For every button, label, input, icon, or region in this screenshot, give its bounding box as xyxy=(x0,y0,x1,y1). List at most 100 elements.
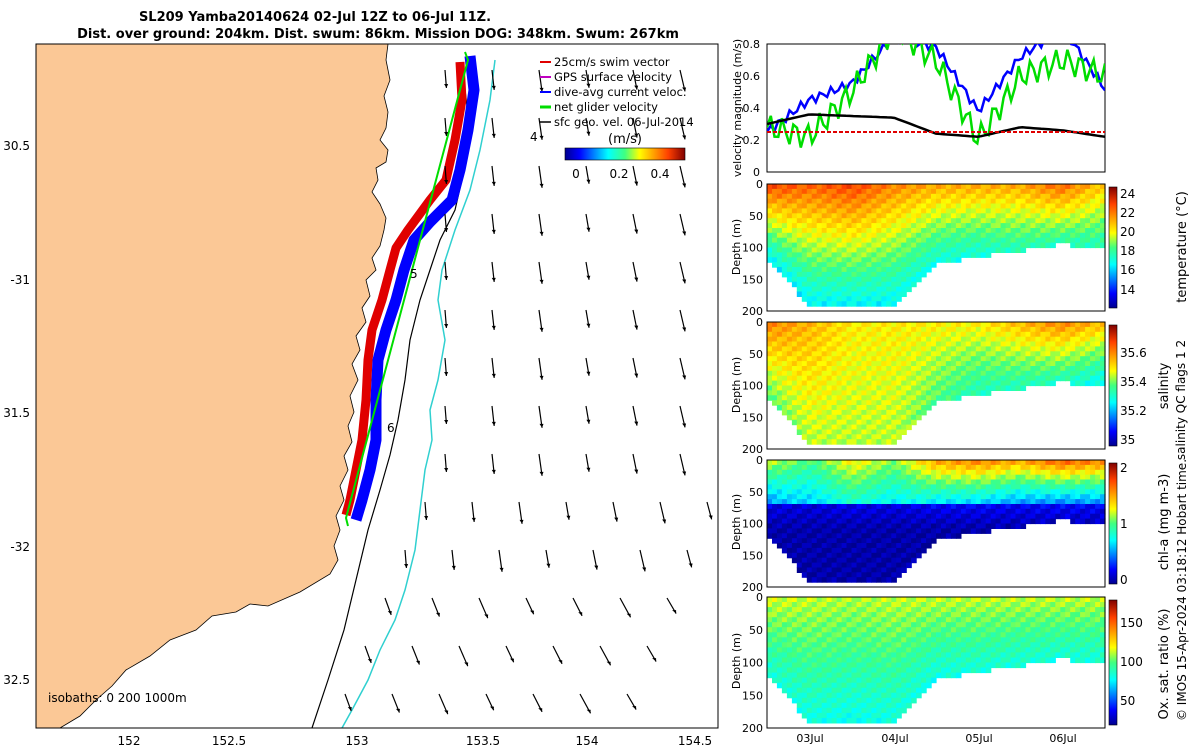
chl-a-cell xyxy=(970,518,977,525)
salinity-cell xyxy=(886,419,892,426)
oxygen-cell xyxy=(767,642,773,648)
temperature-cell xyxy=(821,213,828,219)
temperature-cell xyxy=(821,228,828,234)
chl-a-cell xyxy=(975,499,982,505)
salinity-cell xyxy=(826,326,833,333)
oxygen-cell xyxy=(990,652,997,658)
chl-a-cell xyxy=(1040,508,1046,515)
temperature-cell xyxy=(821,232,828,239)
oxygen-cell xyxy=(886,692,892,699)
oxygen-cell xyxy=(881,702,887,709)
oxygen-cell xyxy=(861,662,867,669)
chl-a-cell xyxy=(786,513,793,520)
oxygen-cell xyxy=(876,697,882,704)
chl-a-cell xyxy=(1090,469,1096,476)
oxygen-cell xyxy=(990,627,997,633)
chl-a-cell xyxy=(841,533,848,539)
temperature-cell xyxy=(970,188,977,195)
temperature-cell xyxy=(816,257,823,263)
chl-a-cell xyxy=(886,567,892,573)
oxygen-cell xyxy=(841,707,848,714)
chl-a-cell xyxy=(841,557,848,564)
chl-a-cell xyxy=(916,513,922,520)
chl-a-cell xyxy=(1075,479,1081,485)
temperature-cell xyxy=(916,198,922,205)
temperature-cell xyxy=(931,198,937,205)
chl-a-cell xyxy=(871,499,877,505)
temperature-cell xyxy=(1000,188,1007,195)
temperature-cell xyxy=(1095,188,1101,195)
oxygen-cell xyxy=(906,702,912,709)
chl-a-cell xyxy=(866,552,872,559)
temperature-cell xyxy=(846,276,853,283)
oxygen-cell xyxy=(816,712,823,719)
salinity-cell xyxy=(806,341,813,347)
temperature-cell xyxy=(1055,193,1061,200)
chl-a-cell xyxy=(926,538,932,544)
salinity-cell xyxy=(831,361,838,367)
geo-velocity-arrowhead xyxy=(634,373,639,378)
temperature-cell xyxy=(776,228,783,234)
chl-a-cell xyxy=(1000,494,1007,500)
temperature-cell xyxy=(1030,237,1036,244)
oxygen-cell xyxy=(831,637,838,643)
temperature-cell xyxy=(1055,188,1061,195)
temperature-cell xyxy=(1065,223,1071,229)
oxygen-cell xyxy=(990,637,997,643)
oxygen-cell xyxy=(945,637,952,643)
oxygen-cell xyxy=(911,637,917,643)
chl-a-cell xyxy=(911,513,917,520)
salinity-cell xyxy=(1045,331,1051,338)
temperature-cell xyxy=(876,184,882,190)
chl-a-cell xyxy=(891,499,897,505)
temperature-cell xyxy=(836,296,843,302)
salinity-cell xyxy=(821,414,828,421)
salinity-cell xyxy=(896,434,902,440)
oxygen-cell xyxy=(816,657,823,664)
chl-a-cell xyxy=(826,577,833,583)
oxygen-cell xyxy=(891,632,897,638)
chl-a-cell xyxy=(1095,489,1101,495)
oxygen-cell xyxy=(886,672,892,679)
salinity-cell xyxy=(806,366,813,372)
oxygen-cell xyxy=(796,707,803,714)
chl-a-cell xyxy=(975,484,982,490)
oxygen-cell xyxy=(791,642,798,648)
geo-velocity-arrowhead xyxy=(634,469,639,474)
geo-velocity-arrowhead xyxy=(682,375,687,380)
salinity-cell xyxy=(871,419,877,426)
chl-a-cell xyxy=(921,543,927,549)
chl-a-cell xyxy=(1055,460,1061,466)
chl-a-cell xyxy=(891,513,897,520)
salinity-cell xyxy=(980,375,987,382)
temperature-cell xyxy=(936,242,942,249)
chl-a-cell xyxy=(841,479,848,485)
oxygen-cell xyxy=(851,642,858,648)
salinity-cell xyxy=(886,346,892,352)
salinity-cell xyxy=(866,385,872,391)
temperature-cell xyxy=(891,193,897,200)
salinity-cell xyxy=(856,351,863,357)
temperature-cell xyxy=(836,223,843,229)
salinity-cell xyxy=(906,424,912,431)
salinity-cell xyxy=(767,322,773,328)
temperature-cell xyxy=(970,203,977,209)
salinity-cell xyxy=(901,331,907,338)
oxygen-cell xyxy=(881,612,887,618)
oxygen-cell xyxy=(767,652,773,658)
salinity-cell xyxy=(931,356,937,362)
chl-a-cell xyxy=(811,572,818,578)
temperature-cell xyxy=(1055,203,1061,209)
temperature-cell xyxy=(1085,218,1091,224)
salinity-cell xyxy=(871,429,877,435)
salinity-cell xyxy=(786,336,793,343)
temperature-cell xyxy=(980,242,987,249)
oxygen-cell xyxy=(841,687,848,694)
geo-velocity-arrowhead xyxy=(471,517,476,522)
temperature-cell xyxy=(806,296,813,302)
chl-a-cell xyxy=(1085,484,1091,490)
temperature-cell xyxy=(1040,213,1046,219)
chl-a-cell xyxy=(816,489,823,495)
salinity-cell xyxy=(841,409,848,416)
salinity-cell xyxy=(921,336,927,343)
